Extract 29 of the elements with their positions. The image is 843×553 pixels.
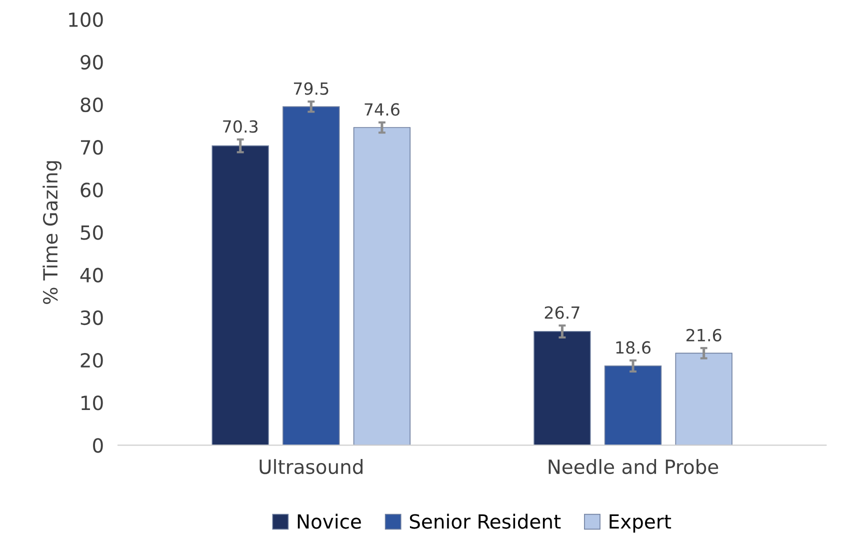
y-tick-label: 50 [80,225,103,240]
data-label: 70.3 [223,120,258,133]
y-axis-title: % Time Gazing [42,161,62,304]
y-tick-label: 20 [80,352,103,368]
bar [534,331,591,446]
y-tick-label: 0 [93,438,103,453]
data-label: 79.5 [294,82,328,95]
y-tick-label: 60 [80,182,103,198]
y-tick-label: 30 [80,310,103,326]
y-tick-label: 90 [80,54,103,70]
y-tick-label: 10 [82,396,103,410]
legend-label: Senior Resident [410,514,561,529]
x-tick-label: Ultrasound [260,459,362,474]
data-label: 26.7 [544,306,580,319]
y-tick-label: 100 [69,12,103,28]
x-tick-label: Needle and Probe [548,459,718,474]
bar [212,145,269,446]
data-label: 74.6 [364,103,400,116]
bar [675,352,732,446]
legend-label: Expert [610,514,672,533]
data-label: 18.6 [616,341,651,354]
bar [282,106,340,446]
bar [353,127,411,446]
y-tick-label: 70 [80,140,103,155]
legend-label: Novice [298,514,361,529]
y-tick-label: 40 [80,268,103,283]
y-tick-label: 80 [80,97,103,112]
bar [604,366,662,446]
data-label: 21.6 [686,328,722,342]
